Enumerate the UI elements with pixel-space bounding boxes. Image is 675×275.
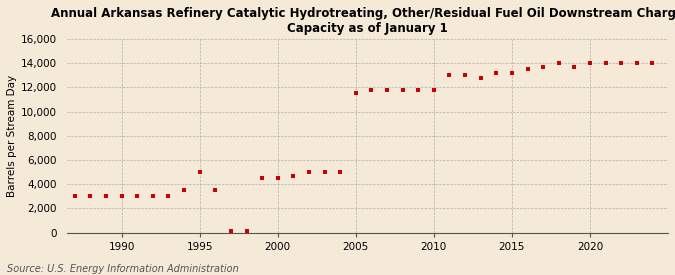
Y-axis label: Barrels per Stream Day: Barrels per Stream Day xyxy=(7,75,17,197)
Point xyxy=(569,65,580,69)
Point xyxy=(210,188,221,192)
Point xyxy=(256,176,267,180)
Point xyxy=(647,61,658,65)
Point xyxy=(225,229,236,233)
Point xyxy=(585,61,595,65)
Point xyxy=(397,87,408,92)
Point xyxy=(381,87,392,92)
Point xyxy=(116,194,127,199)
Point xyxy=(350,91,361,95)
Point xyxy=(366,87,377,92)
Point xyxy=(506,71,517,75)
Point xyxy=(194,170,205,174)
Point xyxy=(600,61,611,65)
Point xyxy=(554,61,564,65)
Point xyxy=(460,73,470,77)
Point xyxy=(304,170,315,174)
Point xyxy=(85,194,96,199)
Point xyxy=(179,188,190,192)
Text: Source: U.S. Energy Information Administration: Source: U.S. Energy Information Administ… xyxy=(7,264,238,274)
Point xyxy=(631,61,642,65)
Point xyxy=(163,194,174,199)
Point xyxy=(272,176,283,180)
Point xyxy=(101,194,111,199)
Point xyxy=(70,194,80,199)
Point xyxy=(429,87,439,92)
Point xyxy=(288,174,299,178)
Point xyxy=(475,75,486,80)
Point xyxy=(538,65,549,69)
Point xyxy=(444,73,455,77)
Point xyxy=(335,170,346,174)
Point xyxy=(616,61,626,65)
Point xyxy=(319,170,330,174)
Point xyxy=(147,194,158,199)
Point xyxy=(413,87,424,92)
Title: Annual Arkansas Refinery Catalytic Hydrotreating, Other/Residual Fuel Oil Downst: Annual Arkansas Refinery Catalytic Hydro… xyxy=(51,7,675,35)
Point xyxy=(132,194,142,199)
Point xyxy=(491,71,502,75)
Point xyxy=(522,67,533,71)
Point xyxy=(241,229,252,233)
